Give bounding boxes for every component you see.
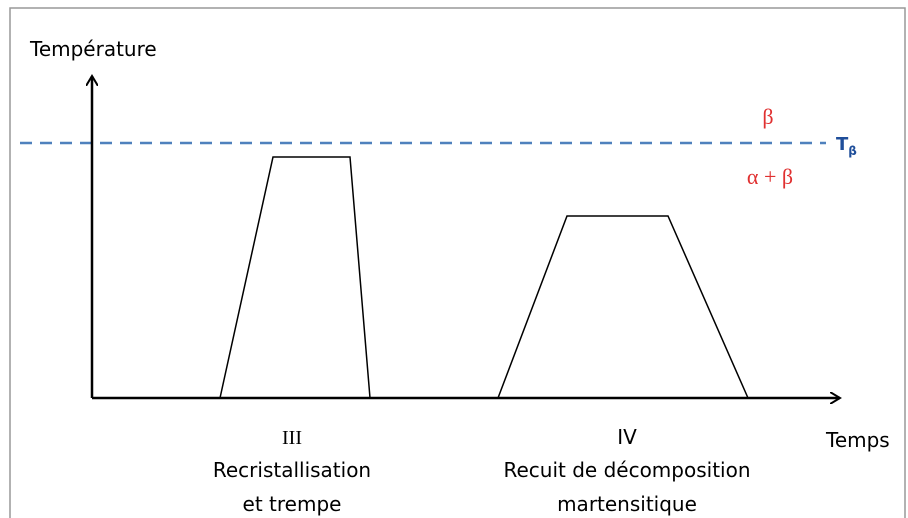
treatment-caption: Recuit de décomposition [503, 458, 750, 482]
treatment-label: IV [617, 425, 637, 449]
treatment-caption: martensitique [557, 492, 697, 516]
treatment-label: III [282, 427, 302, 449]
transus-label: Tβ [836, 134, 857, 158]
treatment-caption: Recristallisation [213, 458, 371, 482]
treatment-curve [497, 215, 749, 399]
treatment-curve [219, 156, 371, 399]
frame [9, 7, 906, 518]
transus-subscript: β [848, 144, 857, 158]
phase-label: α + β [747, 164, 793, 189]
x-axis-label: Temps [825, 428, 890, 452]
transus-symbol: T [836, 134, 849, 155]
y-axis-label: Température [29, 37, 157, 61]
phase-label: β [762, 104, 773, 129]
treatment-caption: et trempe [243, 492, 342, 516]
